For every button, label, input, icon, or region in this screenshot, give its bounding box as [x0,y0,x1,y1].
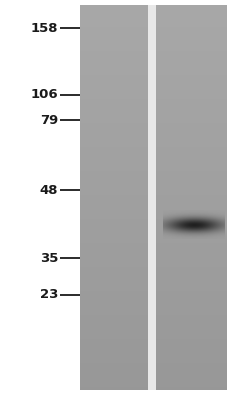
Text: 106: 106 [30,88,58,102]
Bar [80,5,147,390]
Bar [155,5,227,390]
Text: 35: 35 [39,252,58,264]
Text: 48: 48 [39,184,58,196]
Text: 23: 23 [39,288,58,302]
Text: 79: 79 [39,114,58,126]
Bar [147,5,155,390]
Text: 158: 158 [30,22,58,34]
